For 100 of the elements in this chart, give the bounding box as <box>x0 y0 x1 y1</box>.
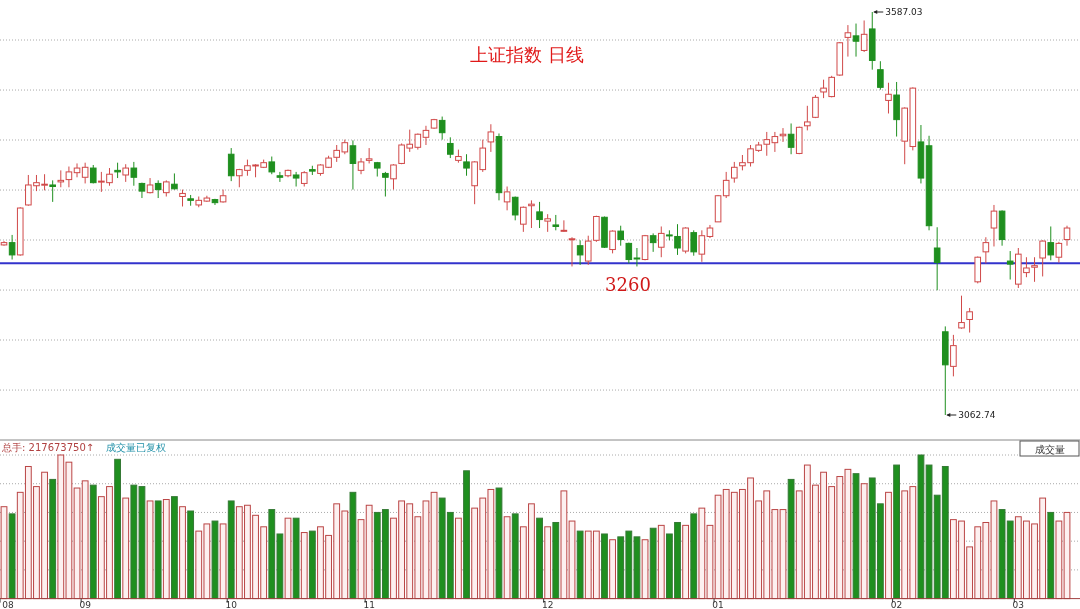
candlestick <box>227 147 235 182</box>
bar <box>49 478 57 600</box>
candlestick <box>860 19 868 53</box>
candlestick <box>390 163 397 191</box>
bar <box>495 487 503 600</box>
bar <box>179 506 186 600</box>
candlestick <box>852 23 860 58</box>
bar <box>852 473 860 600</box>
candlestick <box>649 232 657 253</box>
bar <box>552 521 560 600</box>
bar <box>503 516 511 600</box>
candlestick <box>438 116 446 141</box>
x-tick-label: 12 <box>541 599 554 609</box>
x-tick-label: 08 <box>2 599 14 609</box>
bar <box>649 527 657 600</box>
candlestick <box>463 153 470 177</box>
bar <box>219 523 227 600</box>
x-tick-label: 11 <box>363 599 375 609</box>
candlestick <box>576 239 584 266</box>
bar <box>187 510 195 600</box>
candlestick <box>81 162 89 184</box>
candlestick <box>682 226 689 254</box>
bar <box>211 520 219 600</box>
candlestick <box>487 123 495 153</box>
candlestick <box>731 161 738 184</box>
candlestick <box>447 136 454 159</box>
bar <box>455 517 462 600</box>
candlestick <box>349 139 357 191</box>
bar <box>544 526 552 600</box>
candlestick <box>617 225 624 247</box>
bar <box>349 491 357 600</box>
bar <box>308 530 316 600</box>
candlestick <box>804 105 811 131</box>
candlestick <box>73 162 81 178</box>
bar <box>89 484 97 600</box>
bar <box>300 532 308 600</box>
candlestick <box>130 161 138 187</box>
bar <box>682 524 690 600</box>
bar <box>601 533 608 600</box>
candlestick <box>609 229 616 254</box>
candlestick <box>690 229 698 257</box>
bar <box>122 497 130 600</box>
bar <box>463 470 470 600</box>
x-tick-label: 10 <box>225 599 238 609</box>
candlestick <box>877 60 884 91</box>
text: 上证指数 日线 <box>470 44 584 65</box>
x-tick-label: 02 <box>890 599 903 609</box>
candlestick <box>950 334 957 377</box>
bar <box>511 513 519 600</box>
bar <box>0 506 8 600</box>
bar <box>154 500 162 600</box>
candlestick <box>885 82 892 114</box>
bar <box>292 517 300 600</box>
candlestick <box>536 201 543 229</box>
bar <box>885 491 892 600</box>
bar <box>787 478 795 600</box>
ref-line-label: 3260 <box>605 274 651 296</box>
candlestick <box>698 229 706 263</box>
candlestick <box>933 226 941 291</box>
bar <box>576 530 584 600</box>
bar <box>657 524 665 600</box>
candlestick <box>8 234 16 261</box>
annotation: 3062.74 <box>958 410 996 420</box>
candlestick <box>503 186 511 211</box>
bar <box>1047 511 1055 600</box>
annotation: 3587.03 <box>885 7 923 17</box>
candlestick <box>1047 225 1055 261</box>
bar <box>8 513 16 600</box>
bar <box>917 454 925 600</box>
candlestick <box>276 171 284 183</box>
bar <box>893 464 900 600</box>
candlestick <box>560 219 568 233</box>
candlestick <box>958 295 965 330</box>
x-tick-label: 09 <box>79 599 92 609</box>
bar <box>690 513 698 600</box>
text: 成交量已复权 <box>106 442 166 453</box>
candlestick <box>65 166 73 188</box>
bar <box>536 517 543 600</box>
candlestick <box>568 236 576 267</box>
text: 总手: 217673750↑ <box>1 442 95 453</box>
candlestick <box>382 171 389 197</box>
bar <box>860 483 868 600</box>
bar <box>162 499 170 600</box>
candlestick <box>1006 250 1014 281</box>
candlestick <box>292 171 300 188</box>
x-tick-label: 03 <box>1012 599 1025 609</box>
candlestick <box>520 205 527 233</box>
candlestick <box>990 204 998 247</box>
bar <box>641 539 649 600</box>
bar <box>227 500 235 600</box>
candlestick <box>1063 225 1071 247</box>
text: 成交量 <box>1034 443 1065 455</box>
candlestick <box>1039 239 1046 277</box>
bar <box>114 458 121 600</box>
candlestick <box>422 125 430 146</box>
bar <box>284 517 292 600</box>
candlestick <box>657 225 665 258</box>
bar <box>171 496 178 600</box>
bar <box>146 500 154 600</box>
candlestick <box>844 24 852 58</box>
